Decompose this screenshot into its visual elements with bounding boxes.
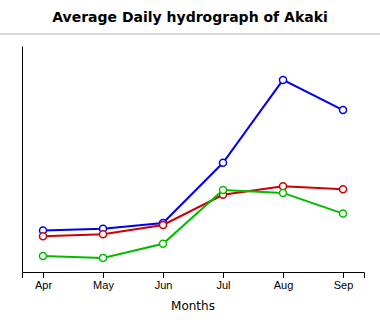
x-tick-label: Jul [216, 279, 230, 291]
y-axis [22, 47, 23, 273]
x-axis: Apr May Jun Jul Aug Sep [23, 272, 365, 291]
separator [0, 34, 380, 35]
point [280, 189, 287, 196]
point [160, 221, 167, 228]
series-line [43, 186, 343, 236]
point [280, 76, 287, 83]
x-tick: Jun [155, 272, 173, 291]
chart: Average Daily hydrograph of Akaki Apr May J… [0, 0, 380, 320]
x-tick: Jul [216, 272, 230, 291]
x-tick-mark [343, 272, 344, 278]
series-line [43, 190, 343, 258]
plot: Apr May Jun Jul Aug Sep [23, 47, 365, 291]
x-tick: May [93, 272, 114, 291]
point [100, 231, 107, 238]
x-tick-mark [163, 272, 164, 278]
point [40, 252, 47, 259]
point [340, 186, 347, 193]
point [100, 254, 107, 261]
y-axis-line [22, 47, 23, 273]
series-line [43, 80, 343, 231]
point [40, 233, 47, 240]
x-axis-title: Months [171, 299, 215, 313]
point [340, 210, 347, 217]
x-tick: Aug [274, 272, 294, 291]
x-tick-mark [283, 272, 284, 278]
x-tick-label: Apr [35, 279, 52, 291]
x-tick-mark [43, 272, 44, 278]
point [340, 107, 347, 114]
x-tick-label: Aug [274, 279, 294, 291]
x-axis-line [23, 273, 365, 279]
x-tick-label: Jun [155, 279, 173, 291]
point [220, 159, 227, 166]
x-tick-label: Sep [334, 279, 354, 291]
x-tick: Apr [35, 272, 52, 291]
data-area [40, 76, 347, 261]
x-tick-label: May [93, 279, 114, 291]
point [160, 240, 167, 247]
x-tick: Sep [334, 272, 354, 291]
point [220, 187, 227, 194]
title: Average Daily hydrograph of Akaki [52, 9, 328, 25]
x-tick-mark [223, 272, 224, 278]
x-tick-mark [103, 272, 104, 278]
